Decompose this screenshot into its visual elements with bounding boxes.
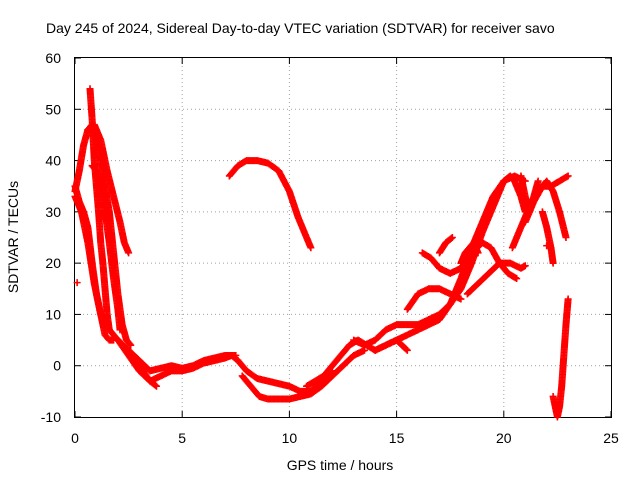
data-point <box>448 234 456 241</box>
y-tick-label: 50 <box>45 101 61 117</box>
data-point <box>549 259 557 267</box>
series-arc-25 <box>549 295 572 421</box>
data-point <box>152 382 160 390</box>
y-tick-label: -10 <box>41 409 61 425</box>
data-point <box>474 249 482 257</box>
data-points <box>71 85 572 421</box>
data-point <box>403 346 411 354</box>
x-tick-label: 20 <box>496 430 512 446</box>
data-point <box>562 234 570 241</box>
data-point <box>307 244 315 252</box>
x-tick-label: 15 <box>389 430 405 446</box>
series-arc-11 <box>238 346 368 403</box>
data-point <box>513 275 521 283</box>
series-arc-20 <box>457 239 482 267</box>
data-point <box>564 172 572 180</box>
data-point <box>457 295 465 303</box>
series-arc-5 <box>86 85 113 334</box>
series-arc-24 <box>538 208 557 267</box>
data-point <box>73 279 81 287</box>
data-point <box>534 177 542 185</box>
x-tick-label: 5 <box>178 430 186 446</box>
x-axis-label: GPS time / hours <box>287 457 394 473</box>
plot-area-border <box>74 57 612 418</box>
series-arc-23 <box>517 172 542 216</box>
data-point <box>151 381 159 389</box>
data-point <box>116 326 124 334</box>
series-arc-19 <box>463 259 529 298</box>
y-tick-label: 20 <box>45 255 61 271</box>
data-point <box>402 345 410 353</box>
series-arc-18 <box>435 234 456 257</box>
y-tick-label: 0 <box>53 358 61 374</box>
series-arc-9 <box>125 346 240 375</box>
data-point <box>543 242 551 250</box>
data-point <box>127 341 135 349</box>
y-tick-label: 60 <box>45 50 61 66</box>
data-point <box>126 340 134 348</box>
data-point <box>564 295 572 303</box>
y-axis-label: SDTVAR / TECUs <box>5 181 21 293</box>
x-tick-label: 0 <box>71 430 79 446</box>
series-arc-6 <box>88 162 124 334</box>
series-arc-16 <box>403 285 465 313</box>
series-arc-26 <box>543 242 551 250</box>
data-point <box>521 262 529 270</box>
series-arc-13 <box>225 157 315 252</box>
data-point <box>125 249 133 257</box>
y-tick-label: 40 <box>45 153 61 169</box>
y-tick-label: 10 <box>45 306 61 322</box>
data-point <box>232 351 240 359</box>
data-point <box>447 234 455 242</box>
series-arc-7 <box>73 279 81 287</box>
x-tick-label: 10 <box>282 430 298 446</box>
chart-title: Day 245 of 2024, Sidereal Day-to-day VTE… <box>46 20 555 36</box>
data-point <box>105 326 113 334</box>
x-tick-label: 25 <box>603 430 619 446</box>
axis-ticks: 0 5 10 15 20 25 -10 0 10 20 30 40 50 60 <box>41 50 619 446</box>
y-tick-label: 30 <box>45 204 61 220</box>
